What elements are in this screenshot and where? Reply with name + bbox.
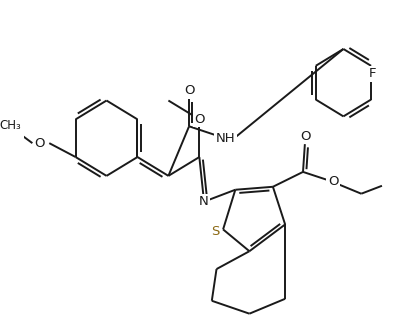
Text: O: O [34, 137, 45, 150]
Text: O: O [328, 175, 339, 188]
Text: O: O [194, 113, 205, 126]
Text: CH₃: CH₃ [0, 119, 21, 132]
Text: N: N [199, 195, 209, 208]
Text: NH: NH [216, 132, 236, 145]
Text: O: O [301, 130, 311, 143]
Text: S: S [211, 225, 220, 238]
Text: O: O [184, 84, 194, 97]
Text: F: F [369, 67, 377, 80]
